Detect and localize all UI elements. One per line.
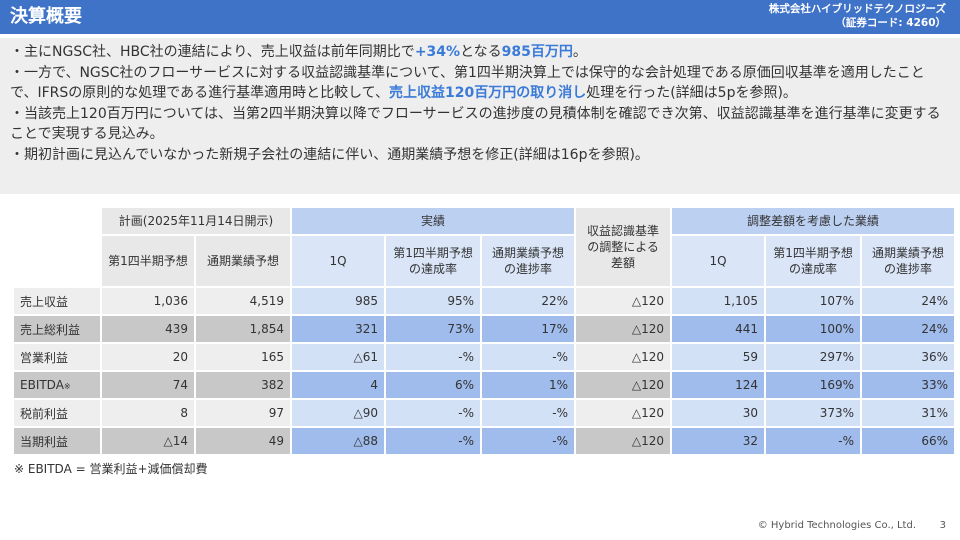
cell-adjusted-q1-rate: 373% bbox=[766, 400, 861, 426]
highlight-cancellation: 売上収益120百万円の取り消し bbox=[388, 85, 587, 101]
row-label: 税前利益 bbox=[14, 400, 100, 426]
cell-plan-fy: 49 bbox=[196, 428, 291, 454]
group-adjustment: 収益認識基準の調整による差額 bbox=[576, 208, 671, 286]
cell-actual-fy-rate: 1% bbox=[482, 372, 575, 398]
summary-bullet-1: ・主にNGSC社、HBC社の連結により、売上収益は前年同期比で+34%となる98… bbox=[10, 44, 587, 60]
cell-actual-fy-rate: -% bbox=[482, 400, 575, 426]
cell-actual-q1-rate: -% bbox=[386, 400, 481, 426]
company-info: 株式会社ハイブリッドテクノロジーズ （証券コード: 4260） bbox=[769, 2, 946, 30]
cell-adjustment: △120 bbox=[576, 372, 671, 398]
col-actual-fy-rate: 通期業績予想の進捗率 bbox=[482, 236, 575, 286]
cell-actual-1q: △88 bbox=[292, 428, 385, 454]
cell-actual-q1-rate: -% bbox=[386, 428, 481, 454]
stock-code: （証券コード: 4260） bbox=[835, 17, 946, 29]
col-adjusted-fy-rate: 通期業績予想の進捗率 bbox=[862, 236, 955, 286]
cell-adjusted-q1-rate: 107% bbox=[766, 288, 861, 314]
row-label: 売上総利益 bbox=[14, 316, 100, 342]
table-group-header: 計画(2025年11月14日開示) 実績 収益認識基準の調整による差額 調整差額… bbox=[14, 208, 955, 286]
table-row: 税前利益 8 97 △90 -% -% △120 30 373% 31% bbox=[14, 400, 955, 426]
cell-adjustment: △120 bbox=[576, 316, 671, 342]
cell-plan-q1: 74 bbox=[102, 372, 194, 398]
cell-adjusted-fy-rate: 31% bbox=[862, 400, 955, 426]
cell-adjusted-fy-rate: 66% bbox=[862, 428, 955, 454]
cell-plan-q1: 1,036 bbox=[102, 288, 194, 314]
cell-adjusted-q1-rate: 169% bbox=[766, 372, 861, 398]
financial-table: 計画(2025年11月14日開示) 実績 収益認識基準の調整による差額 調整差額… bbox=[12, 206, 956, 456]
highlight-growth: +34% bbox=[414, 44, 461, 60]
row-label: 営業利益 bbox=[14, 344, 100, 370]
cell-adjusted-q1-rate: 100% bbox=[766, 316, 861, 342]
cell-plan-q1: 8 bbox=[102, 400, 194, 426]
cell-plan-fy: 382 bbox=[196, 372, 291, 398]
col-actual-q1-rate: 第1四半期予想の達成率 bbox=[386, 236, 481, 286]
cell-actual-fy-rate: -% bbox=[482, 428, 575, 454]
cell-adjusted-1q: 441 bbox=[672, 316, 765, 342]
footnote: ※ EBITDA = 営業利益+減価償却費 bbox=[14, 462, 208, 476]
col-adjusted-1q: 1Q bbox=[672, 236, 765, 286]
row-label: EBITDA※ bbox=[14, 372, 100, 398]
table-row: 営業利益 20 165 △61 -% -% △120 59 297% 36% bbox=[14, 344, 955, 370]
cell-plan-fy: 1,854 bbox=[196, 316, 291, 342]
cell-adjustment: △120 bbox=[576, 344, 671, 370]
cell-actual-fy-rate: -% bbox=[482, 344, 575, 370]
cell-actual-fy-rate: 17% bbox=[482, 316, 575, 342]
table-row: 当期利益 △14 49 △88 -% -% △120 32 -% 66% bbox=[14, 428, 955, 454]
highlight-revenue: 985百万円 bbox=[501, 44, 573, 60]
company-name: 株式会社ハイブリッドテクノロジーズ bbox=[768, 3, 946, 15]
cell-adjusted-fy-rate: 33% bbox=[862, 372, 955, 398]
cell-actual-fy-rate: 22% bbox=[482, 288, 575, 314]
summary-bullet-4: ・期初計画に見込んでいなかった新規子会社の連結に伴い、通期業績予想を修正(詳細は… bbox=[10, 146, 649, 163]
cell-actual-q1-rate: 73% bbox=[386, 316, 481, 342]
header-bar: 決算概要 株式会社ハイブリッドテクノロジーズ （証券コード: 4260） bbox=[0, 0, 960, 34]
corner-cell bbox=[14, 208, 100, 234]
cell-plan-q1: 20 bbox=[102, 344, 194, 370]
table-column-header: 第1四半期予想 通期業績予想 1Q 第1四半期予想の達成率 通期業績予想の進捗率… bbox=[14, 236, 955, 286]
cell-adjusted-q1-rate: -% bbox=[766, 428, 861, 454]
cell-plan-fy: 165 bbox=[196, 344, 291, 370]
col-actual-1q: 1Q bbox=[292, 236, 385, 286]
table-row: EBITDA※ 74 382 4 6% 1% △120 124 169% 33% bbox=[14, 372, 955, 398]
cell-plan-fy: 97 bbox=[196, 400, 291, 426]
cell-plan-fy: 4,519 bbox=[196, 288, 291, 314]
copyright: © Hybrid Technologies Co., Ltd. bbox=[757, 520, 916, 531]
group-adjusted: 調整差額を考慮した業績 bbox=[672, 208, 955, 234]
cell-adjustment: △120 bbox=[576, 288, 671, 314]
cell-adjustment: △120 bbox=[576, 400, 671, 426]
summary-bullet-3: ・当該売上120百万円については、当第2四半期決算以降でフローサービスの進捗度の… bbox=[10, 105, 941, 143]
group-plan: 計画(2025年11月14日開示) bbox=[102, 208, 291, 234]
cell-plan-q1: 439 bbox=[102, 316, 194, 342]
cell-actual-q1-rate: 95% bbox=[386, 288, 481, 314]
cell-adjusted-fy-rate: 36% bbox=[862, 344, 955, 370]
table-row: 売上総利益 439 1,854 321 73% 17% △120 441 100… bbox=[14, 316, 955, 342]
cell-actual-1q: 4 bbox=[292, 372, 385, 398]
cell-adjusted-q1-rate: 297% bbox=[766, 344, 861, 370]
cell-actual-1q: △90 bbox=[292, 400, 385, 426]
col-plan-q1: 第1四半期予想 bbox=[102, 236, 194, 286]
cell-adjusted-1q: 30 bbox=[672, 400, 765, 426]
group-actual: 実績 bbox=[292, 208, 575, 234]
row-label: 当期利益 bbox=[14, 428, 100, 454]
cell-adjusted-1q: 124 bbox=[672, 372, 765, 398]
col-plan-fy: 通期業績予想 bbox=[196, 236, 291, 286]
table-row: 売上収益 1,036 4,519 985 95% 22% △120 1,105 … bbox=[14, 288, 955, 314]
cell-adjusted-fy-rate: 24% bbox=[862, 316, 955, 342]
cell-adjusted-1q: 1,105 bbox=[672, 288, 765, 314]
cell-adjusted-fy-rate: 24% bbox=[862, 288, 955, 314]
cell-adjusted-1q: 59 bbox=[672, 344, 765, 370]
cell-plan-q1: △14 bbox=[102, 428, 194, 454]
cell-actual-1q: △61 bbox=[292, 344, 385, 370]
col-adjusted-q1-rate: 第1四半期予想の達成率 bbox=[766, 236, 861, 286]
cell-actual-q1-rate: -% bbox=[386, 344, 481, 370]
page-title: 決算概要 bbox=[10, 6, 82, 27]
cell-actual-1q: 985 bbox=[292, 288, 385, 314]
summary-box: ・主にNGSC社、HBC社の連結により、売上収益は前年同期比で+34%となる98… bbox=[0, 38, 960, 194]
corner-cell-2 bbox=[14, 236, 100, 286]
page-number: 3 bbox=[939, 520, 946, 531]
cell-actual-q1-rate: 6% bbox=[386, 372, 481, 398]
row-label: 売上収益 bbox=[14, 288, 100, 314]
summary-bullet-2: ・一方で、NGSC社のフローサービスに対する収益認識基準について、第1四半期決算… bbox=[10, 64, 925, 102]
cell-adjusted-1q: 32 bbox=[672, 428, 765, 454]
cell-adjustment: △120 bbox=[576, 428, 671, 454]
cell-actual-1q: 321 bbox=[292, 316, 385, 342]
